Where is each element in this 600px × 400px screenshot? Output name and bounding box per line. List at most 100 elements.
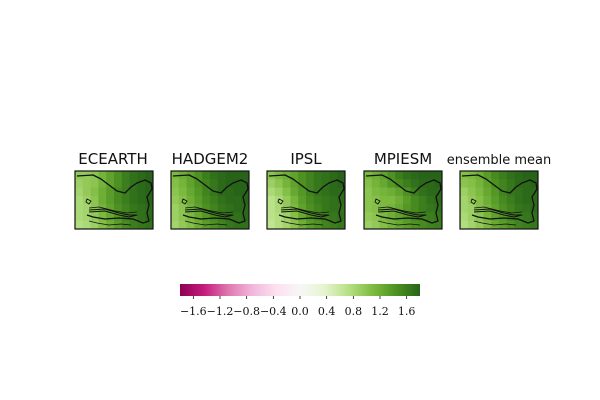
heatmap-cell — [129, 187, 138, 197]
heatmap-cell — [506, 179, 515, 188]
heatmap-cell — [403, 171, 412, 180]
heatmap-cell — [145, 204, 154, 213]
panel-frame — [459, 170, 539, 230]
heatmap-cell — [387, 195, 396, 205]
heatmap-cell — [460, 204, 469, 213]
heatmap-cell — [506, 195, 515, 205]
heatmap-cell — [186, 187, 195, 197]
panel-frame — [266, 170, 346, 230]
heatmap-cell — [371, 179, 380, 188]
heatmap-cell — [90, 187, 99, 197]
border — [184, 208, 234, 218]
heatmap-cell — [282, 179, 291, 188]
heatmap-cell — [321, 204, 330, 213]
map-panel: MPIESM — [363, 150, 443, 230]
heatmap-cell — [217, 179, 226, 188]
heatmap-cell — [186, 220, 195, 230]
heatmap-cell — [379, 220, 388, 230]
heatmap-cell — [194, 220, 203, 230]
heatmap-cell — [290, 171, 299, 180]
heatmap-cell — [267, 204, 276, 213]
heatmap-cell — [98, 171, 107, 180]
heatmap-cell — [145, 212, 154, 222]
river — [88, 206, 138, 214]
heatmap-cell — [241, 187, 250, 197]
heatmap-cell — [282, 204, 291, 213]
heatmap-cell — [313, 179, 322, 188]
heatmap-cell — [202, 195, 211, 205]
heatmap-cell — [233, 187, 242, 197]
heatmap-cell — [194, 204, 203, 213]
peninsula — [181, 198, 188, 205]
heatmap-cell — [274, 204, 283, 213]
heatmap-cell — [329, 171, 338, 180]
heatmap-cell — [483, 187, 492, 197]
heatmap-cell — [321, 171, 330, 180]
heatmap-cell — [329, 212, 338, 222]
colorbar-tick-label: −1.6 — [180, 305, 207, 318]
heatmap-cell — [82, 212, 91, 222]
heatmap-cell — [418, 187, 427, 197]
heatmap-cell — [514, 187, 523, 197]
heatmap-cell — [225, 187, 234, 197]
heatmap-cell — [514, 220, 523, 230]
heatmap-cell — [298, 179, 307, 188]
heatmap-cell — [364, 195, 373, 205]
heatmap-cell — [426, 195, 435, 205]
heatmap-cell — [121, 179, 130, 188]
heatmap-cell — [387, 220, 396, 230]
heatmap-cell — [217, 204, 226, 213]
heatmap-cell — [82, 179, 91, 188]
heatmap-cell — [145, 195, 154, 205]
heatmap-cell — [298, 212, 307, 222]
heatmap-cell — [364, 212, 373, 222]
map-outline — [365, 174, 442, 226]
heatmap-cell — [410, 195, 419, 205]
heatmap-cell — [364, 204, 373, 213]
panel-title: HADGEM2 — [172, 150, 249, 168]
heatmap-cell — [129, 220, 138, 230]
heatmap-cell — [379, 187, 388, 197]
heatmap-cell — [98, 204, 107, 213]
heatmap-cell — [267, 212, 276, 222]
heatmap-cell — [321, 187, 330, 197]
heatmap-cell — [434, 195, 443, 205]
heatmap-cell — [282, 187, 291, 197]
heatmap-cell — [329, 204, 338, 213]
heatmap-cell — [337, 179, 346, 188]
heatmap-cell — [387, 171, 396, 180]
heatmap-cell — [379, 195, 388, 205]
heatmap-cell — [418, 220, 427, 230]
heatmap-cell — [364, 220, 373, 230]
heatmap-cell — [106, 171, 115, 180]
colorbar: −1.6 −1.2 −0.8 −0.4 0.0 0.4 0.8 1.2 1.6 — [180, 284, 420, 318]
heatmap-cell — [75, 195, 84, 205]
heatmap-cell — [306, 220, 315, 230]
heatmap-cell — [475, 220, 484, 230]
heatmap-cell — [194, 187, 203, 197]
panel-title: MPIESM — [374, 150, 432, 168]
heatmap-cell — [241, 171, 250, 180]
heatmap-cell — [491, 187, 500, 197]
heatmap-cell — [306, 195, 315, 205]
heatmap-cell — [467, 212, 476, 222]
heatmap-cell — [530, 179, 539, 188]
heatmap-cell — [106, 204, 115, 213]
heatmap-cell — [225, 212, 234, 222]
heatmap-cell — [233, 212, 242, 222]
heatmap-cell — [403, 204, 412, 213]
heatmap-cell — [137, 187, 146, 197]
heatmap-cell — [106, 195, 115, 205]
heatmap-cell — [225, 220, 234, 230]
heatmap-cell — [137, 220, 146, 230]
heatmap-cell — [395, 204, 404, 213]
heatmap-cell — [483, 204, 492, 213]
heatmap-cell — [506, 171, 515, 180]
heatmap-cell — [282, 220, 291, 230]
heatmap-cell — [491, 204, 500, 213]
heatmap-cell — [499, 195, 508, 205]
heatmap-cell — [418, 212, 427, 222]
heatmap-cell — [129, 171, 138, 180]
heatmap-cell — [241, 204, 250, 213]
heatmap-cell — [137, 171, 146, 180]
